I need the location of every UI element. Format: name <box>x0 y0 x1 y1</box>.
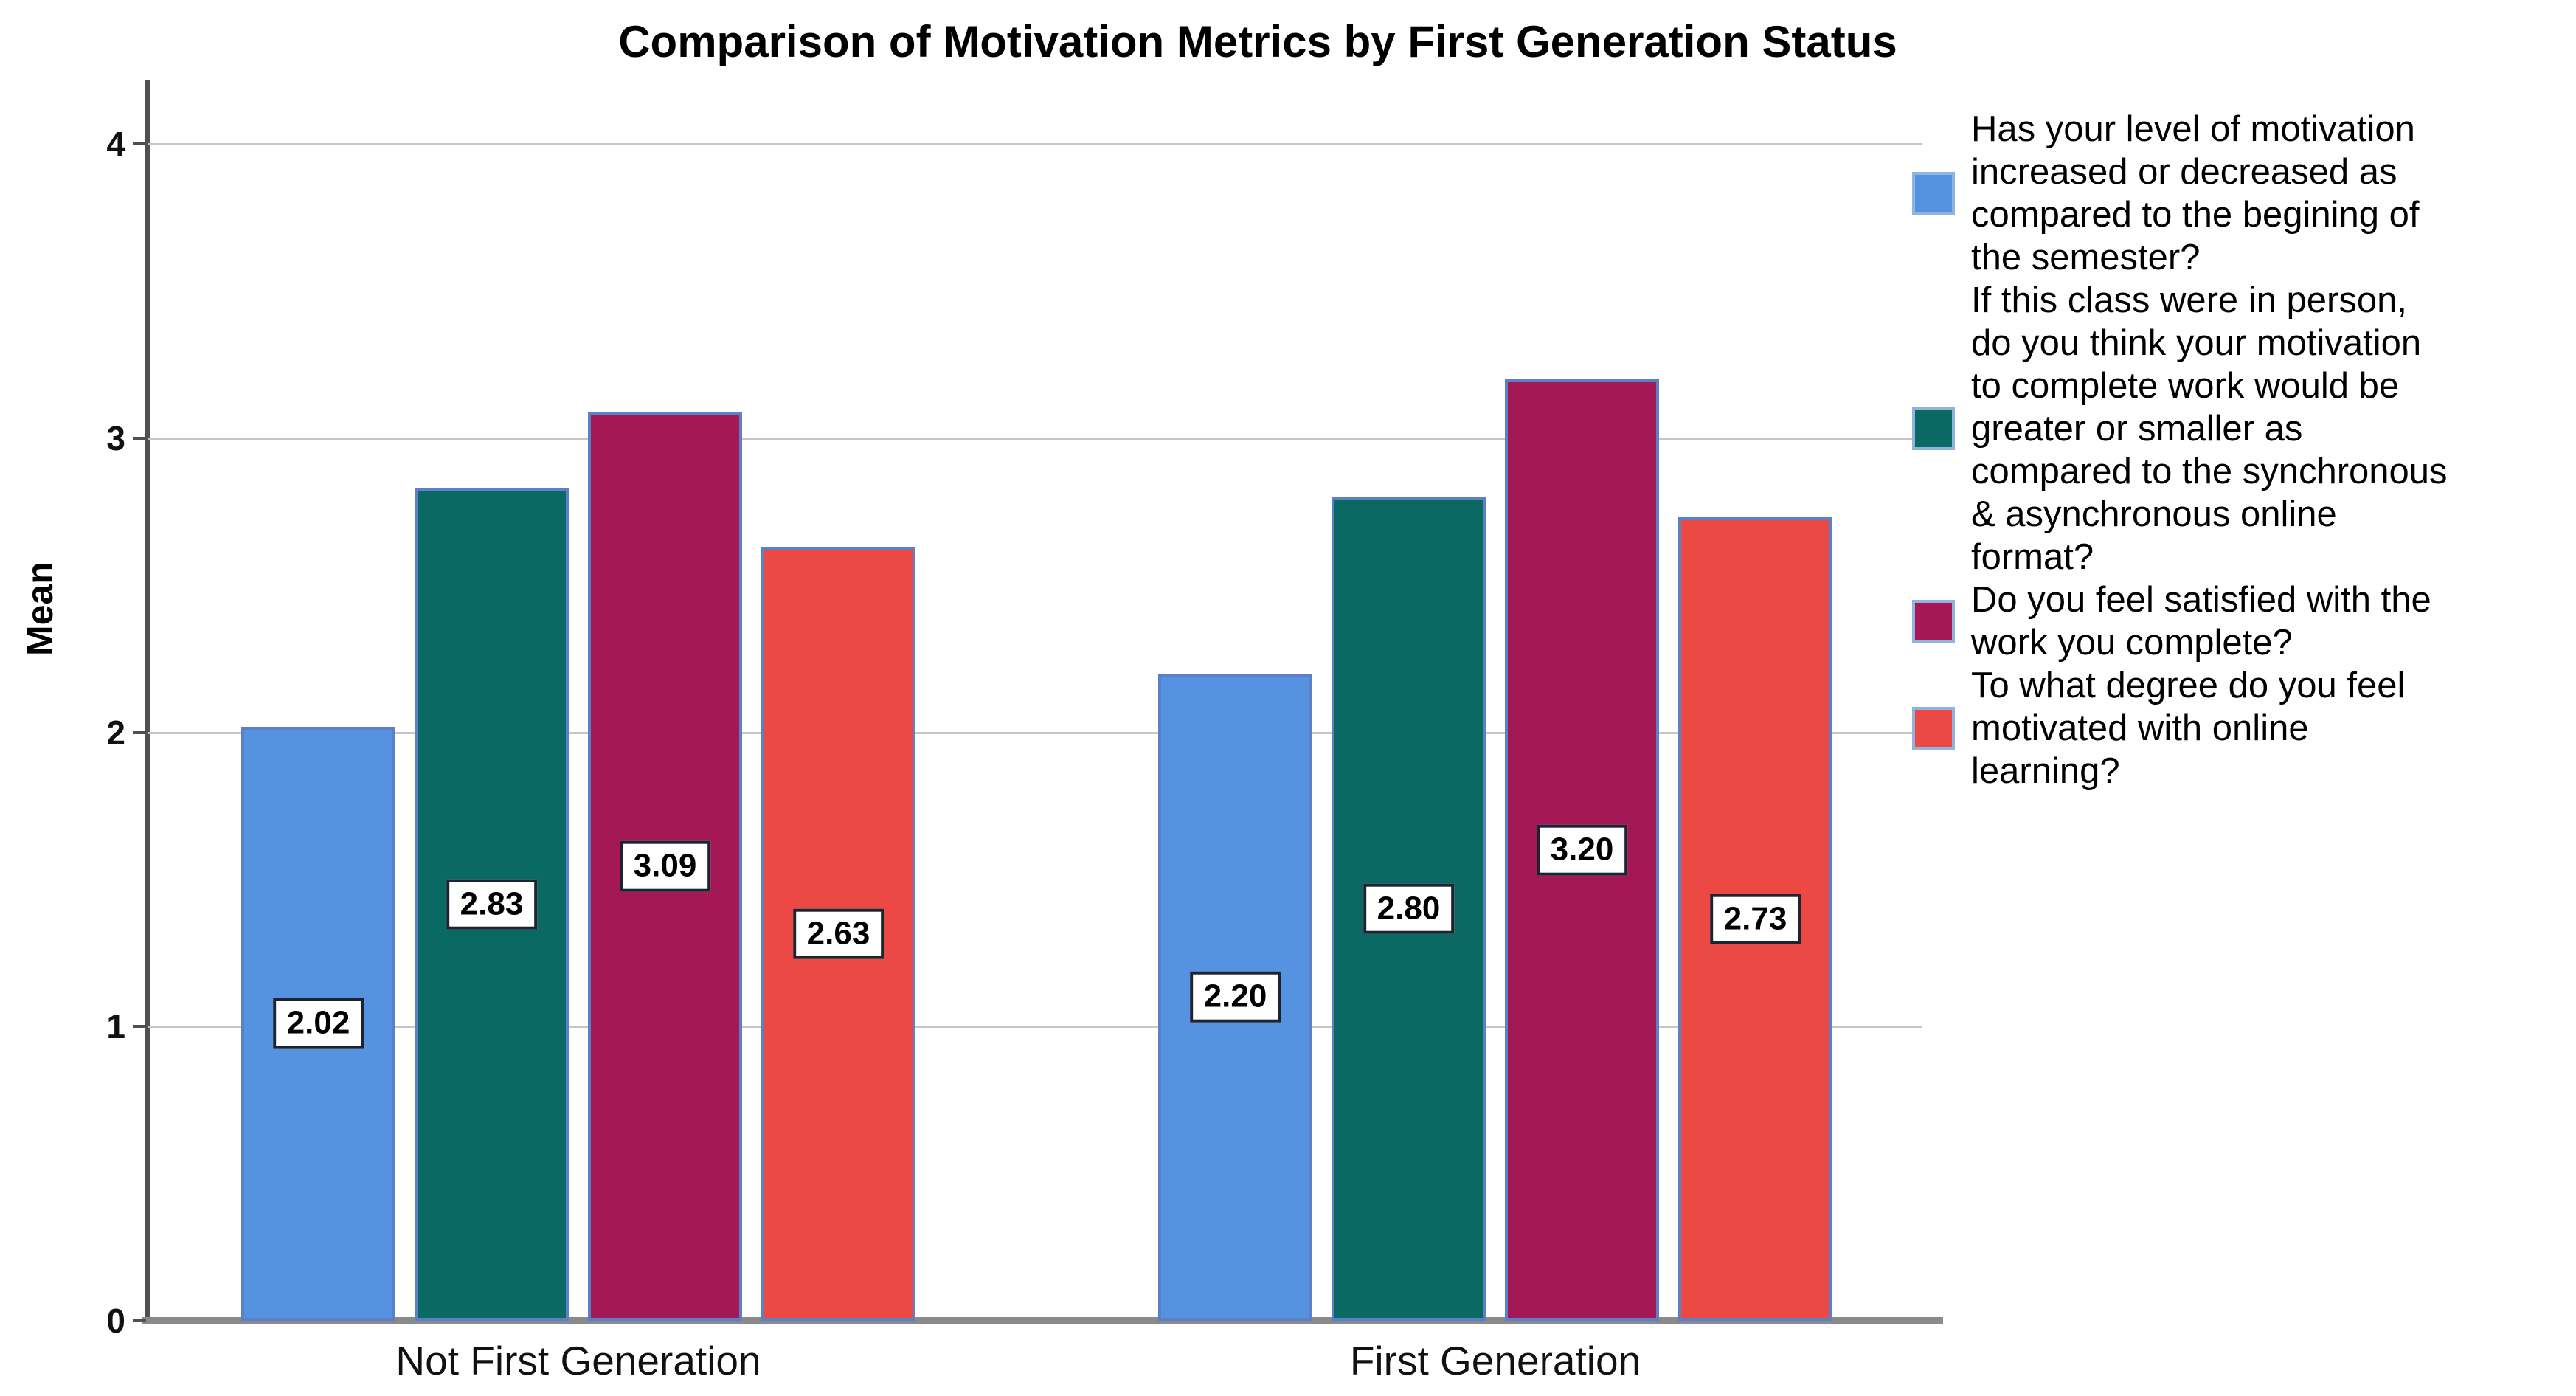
x-axis-line <box>142 1317 1943 1324</box>
gridline-y-2 <box>148 731 1922 734</box>
y-axis-title: Mean <box>18 561 60 656</box>
y-tick-label-0: 0 <box>106 1302 125 1340</box>
plot-area: 2.02 2.83 3.09 2.63 2.20 2.80 3.20 2.73 <box>148 143 1922 1321</box>
y-tick-label-4: 4 <box>106 125 125 163</box>
bar-value-label: 2.20 <box>1189 972 1281 1023</box>
y-tick-mark-3 <box>133 436 146 440</box>
y-tick-mark-0 <box>133 1319 146 1322</box>
legend-entry-label: If this class were in person, do you thi… <box>1971 280 2448 577</box>
legend-swatch-icon <box>1912 707 1955 750</box>
bar-value-label: 3.20 <box>1536 824 1628 876</box>
legend-entry-1: Has your level of motivation increased o… <box>1912 108 2569 279</box>
y-tick-mark-2 <box>133 730 146 734</box>
gridline-y-1 <box>148 1026 1922 1029</box>
legend-swatch-icon <box>1912 172 1955 215</box>
gridline-y-4 <box>148 143 1922 145</box>
legend-entry-3: Do you feel satisfied with the work you … <box>1912 578 2569 664</box>
x-category-label-2: First Generation <box>1349 1338 1641 1383</box>
bar-value-label: 2.80 <box>1363 883 1455 935</box>
legend-entry-label: Has your level of motivation increased o… <box>1971 109 2420 277</box>
bar-value-label: 2.02 <box>272 998 364 1049</box>
legend-entry-4: To what degree do you feel motivated wit… <box>1912 664 2569 792</box>
y-tick-label-2: 2 <box>106 713 125 752</box>
legend: Has your level of motivation increased o… <box>1912 108 2569 792</box>
legend-entry-label: To what degree do you feel motivated wit… <box>1971 666 2406 791</box>
chart-title: Comparison of Motivation Metrics by Firs… <box>618 17 1897 66</box>
y-tick-mark-4 <box>133 142 146 145</box>
y-tick-label-1: 1 <box>106 1007 125 1046</box>
y-axis-line <box>145 80 150 1321</box>
bar-value-label: 3.09 <box>619 840 711 892</box>
legend-swatch-icon <box>1912 407 1955 450</box>
legend-entry-label: Do you feel satisfied with the work you … <box>1971 580 2431 663</box>
bar-value-label: 2.73 <box>1709 894 1801 944</box>
bar-group1-series2 <box>415 488 569 1321</box>
bar-value-label: 2.63 <box>792 908 884 959</box>
bar-value-label: 2.83 <box>446 879 538 930</box>
legend-swatch-icon <box>1912 600 1955 643</box>
y-tick-mark-1 <box>133 1025 146 1029</box>
y-tick-label-3: 3 <box>106 418 125 457</box>
gridline-y-3 <box>148 437 1922 440</box>
x-category-label-1: Not First Generation <box>395 1338 761 1383</box>
legend-entry-2: If this class were in person, do you thi… <box>1912 279 2569 578</box>
